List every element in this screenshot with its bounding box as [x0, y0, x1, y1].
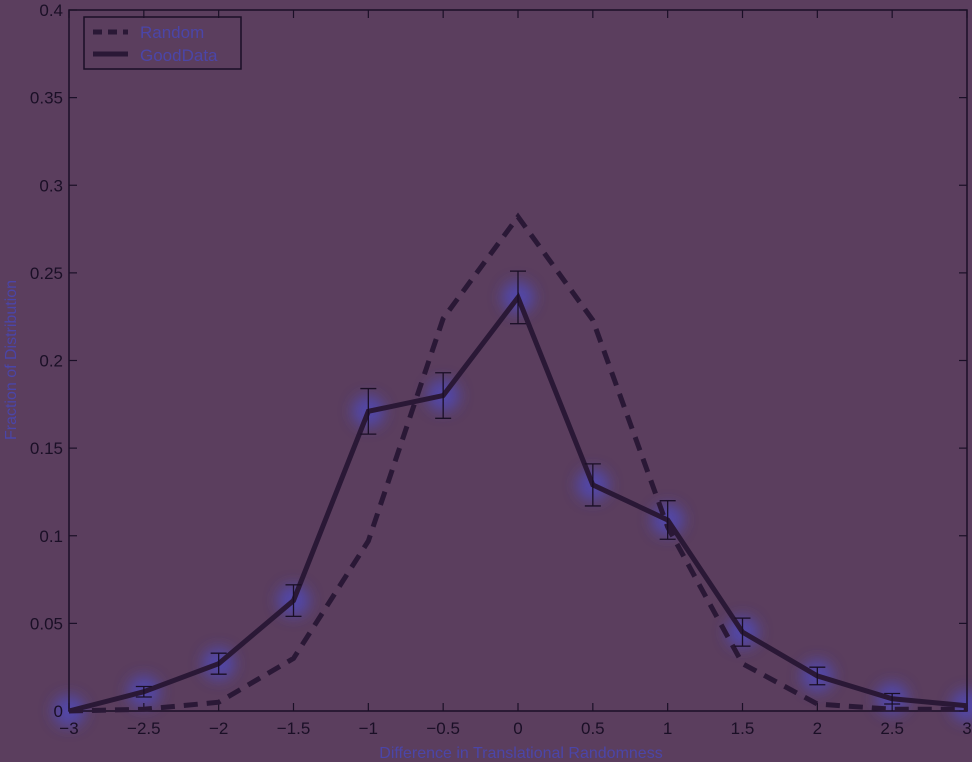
y-tick-label: 0.2 [39, 352, 63, 371]
legend-label-gooddata: GoodData [140, 46, 218, 65]
x-tick-label: −2.5 [127, 719, 161, 738]
series-line-random [68, 212, 967, 714]
y-tick-label: 0.4 [39, 1, 63, 20]
y-tick-label: 0.05 [30, 614, 63, 633]
x-tick-label: −1.5 [277, 719, 311, 738]
y-axis-label: Fraction of Distribution [3, 280, 20, 440]
legend-box [83, 16, 242, 70]
y-tick-label: 0.25 [30, 264, 63, 283]
series-layer [68, 212, 968, 714]
y-tick-label: 0.1 [39, 527, 63, 546]
y-tick-label: 0.3 [39, 176, 63, 195]
x-tick-label: 1 [663, 719, 672, 738]
x-axis-label: Difference in Translational Randomness [379, 745, 662, 762]
legend-label-random: Random [140, 23, 204, 42]
y-tick-label: 0.35 [30, 89, 63, 108]
x-tick-label: 3 [962, 719, 971, 738]
x-tick-label: −1 [359, 719, 378, 738]
x-tick-label: 0 [513, 719, 522, 738]
x-tick-label: 1.5 [731, 719, 755, 738]
x-tick-label: −0.5 [426, 719, 460, 738]
y-tick-label: 0 [54, 702, 63, 721]
x-tick-label: 2.5 [880, 719, 904, 738]
y-tick-label: 0.15 [30, 439, 63, 458]
x-tick-label: −3 [59, 719, 78, 738]
axes: −3 −2.5 −2 −1.5 −1 −0.5 0 0.5 1 1.5 2 2.5 3 0 0.05 0.1 0… [30, 1, 972, 738]
x-tick-label: −2 [209, 719, 228, 738]
legend: Random GoodData [83, 16, 242, 70]
x-tick-label: 0.5 [581, 719, 605, 738]
x-tick-label: 2 [813, 719, 822, 738]
